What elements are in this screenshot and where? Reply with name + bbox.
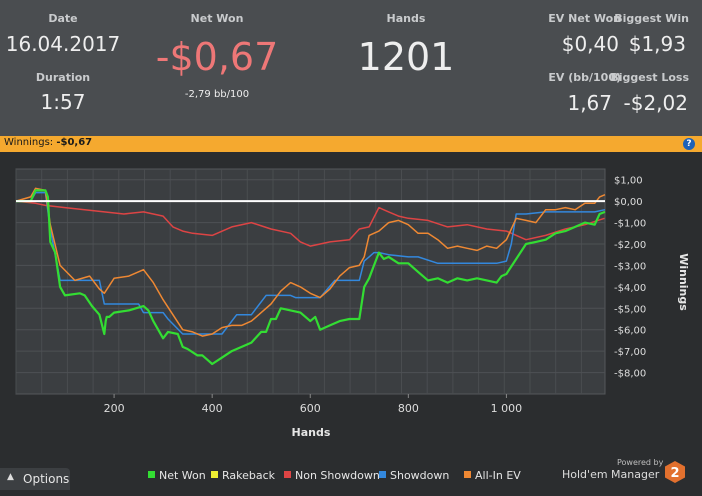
y-tick-label: -$1,00 [614,219,646,230]
y-tick-label: $0,00 [614,197,643,208]
hm2-logo-icon: 2 [665,461,685,483]
help-icon[interactable]: ? [683,138,695,150]
x-tick-label: 600 [300,402,321,415]
legend-item-all-in-ev[interactable]: All-In EV [464,469,521,482]
x-tick-label: 1 000 [491,402,523,415]
series-line-net-won [16,189,606,366]
legend-label: Net Won [159,469,206,482]
session-stats-panel: Date 16.04.2017 Duration 1:57 Net Won -$… [0,0,702,136]
options-button[interactable]: ▲ Options [0,468,70,490]
ev-bb-label: EV (bb/100) [548,71,621,84]
series-line-all-in-ev [15,187,606,337]
bb-per-100-value: -2,79 bb/100 [184,89,250,100]
ev-net-won-label: EV Net Won [548,12,621,25]
x-axis-label: Hands [292,426,331,439]
legend-item-net-won[interactable]: Net Won [148,469,206,482]
net-won-value: -$0,67 [155,35,279,79]
biggest-loss-label: Biggest Loss [610,71,689,84]
biggest-loss-value: -$2,02 [623,91,688,115]
legend-item-showdown[interactable]: Showdown [379,469,449,482]
y-tick-label: -$5,00 [614,304,646,315]
winnings-banner-text: Winnings: -$0,67 [4,137,92,148]
biggest-win-value: $1,93 [628,32,686,56]
legend-label: Rakeback [222,469,276,482]
options-button-label: Options [23,472,70,486]
y-tick-label: -$7,00 [614,347,646,358]
legend-item-non-showdown[interactable]: Non Showdown [284,469,380,482]
net-won-label: Net Won [190,12,244,25]
bottom-bar: ▲ Options Net Won Rakeback Non Showdown Sho… [0,458,702,496]
winnings-banner-label: Winnings: [4,137,54,148]
y-tick-label: -$6,00 [614,326,646,337]
powered-by-text: Powered by [617,458,664,467]
biggest-win-label: Biggest Win [614,12,689,25]
legend-swatch [284,471,291,478]
date-label: Date [48,12,78,25]
x-tick-label: 800 [398,402,419,415]
series-line-non-showdown [15,200,605,247]
logo-number: 2 [670,466,679,481]
winnings-chart: $1,00 $0,00 -$1,00 -$2,00 -$3,00 -$4,00 -$5,00… [15,168,690,439]
legend-item-rakeback[interactable]: Rakeback [211,469,275,482]
series-line-showdown [16,191,606,335]
winnings-banner: Winnings: -$0,67 ? [0,136,702,152]
legend-swatch [148,471,155,478]
legend-label: All-In EV [475,469,521,482]
date-value: 16.04.2017 [5,32,121,56]
hands-value: 1201 [357,35,455,79]
legend-swatch [464,471,471,478]
y-axis-label: Winnings [677,253,690,311]
brand-name: Hold'em Manager [562,468,660,481]
chevron-up-icon: ▲ [7,472,14,482]
ev-net-won-value: $0,40 [561,32,619,56]
x-tick-label: 200 [104,402,125,415]
legend-swatch [379,471,386,478]
legend-label: Showdown [390,469,450,482]
legend-swatch [211,471,218,478]
y-tick-label: -$4,00 [614,283,646,294]
y-tick-label: -$3,00 [614,261,646,272]
hands-label: Hands [386,12,426,25]
y-tick-label: -$8,00 [614,369,646,380]
winnings-banner-value: -$0,67 [56,137,93,148]
y-tick-label: -$2,00 [614,240,646,251]
duration-value: 1:57 [40,90,86,114]
ev-bb-value: 1,67 [567,91,612,115]
y-tick-label: $1,00 [614,176,643,187]
plot-area [15,168,606,395]
x-tick-label: 400 [202,402,223,415]
legend-label: Non Showdown [295,469,380,482]
duration-label: Duration [35,71,91,84]
